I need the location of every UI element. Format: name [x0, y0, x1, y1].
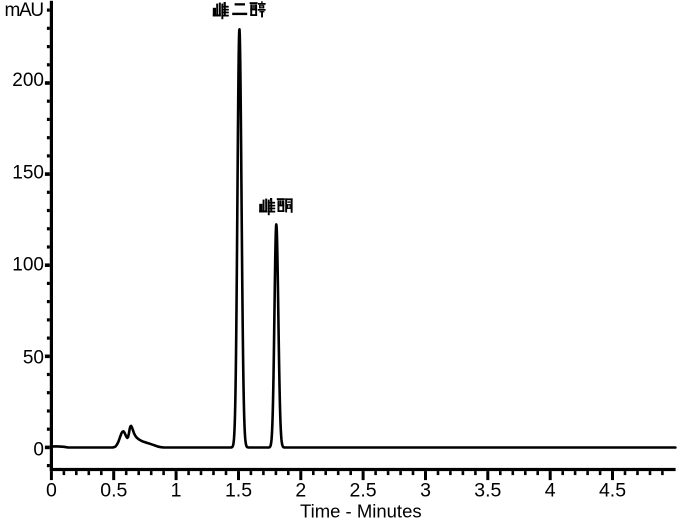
svg-text:2: 2: [295, 479, 306, 501]
svg-text:mAU: mAU: [5, 0, 44, 21]
svg-text:4.5: 4.5: [599, 479, 626, 501]
svg-text:2.5: 2.5: [350, 479, 377, 501]
svg-text:200: 200: [12, 70, 44, 91]
svg-text:0: 0: [46, 479, 57, 501]
svg-text:100: 100: [12, 254, 44, 275]
svg-text:150: 150: [12, 162, 44, 183]
svg-text:3: 3: [420, 479, 431, 501]
svg-text:4: 4: [545, 479, 556, 501]
svg-text:0: 0: [33, 440, 44, 461]
svg-text:Time - Minutes: Time - Minutes: [300, 500, 422, 521]
svg-text:50: 50: [23, 348, 44, 369]
svg-text:0.5: 0.5: [100, 479, 127, 501]
svg-text:1: 1: [171, 479, 182, 501]
svg-text:3.5: 3.5: [474, 479, 501, 501]
svg-text:1.5: 1.5: [225, 479, 252, 501]
